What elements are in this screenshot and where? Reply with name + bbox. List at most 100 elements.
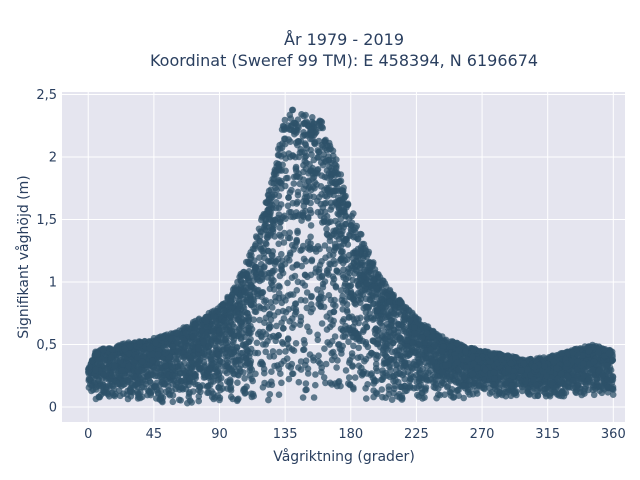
data-point bbox=[266, 285, 274, 293]
data-point bbox=[192, 374, 200, 382]
data-point bbox=[280, 325, 287, 332]
data-point bbox=[314, 336, 322, 344]
data-point bbox=[274, 151, 282, 159]
data-point bbox=[385, 328, 393, 336]
data-point bbox=[294, 138, 302, 145]
data-point bbox=[569, 384, 577, 392]
data-point bbox=[302, 271, 309, 279]
data-point bbox=[246, 291, 254, 299]
data-point bbox=[130, 358, 138, 366]
data-point bbox=[339, 271, 347, 279]
data-point bbox=[398, 321, 406, 329]
data-point bbox=[295, 364, 302, 371]
data-point bbox=[284, 279, 291, 287]
data-point bbox=[553, 364, 560, 372]
data-point bbox=[198, 322, 205, 329]
data-point bbox=[496, 350, 504, 358]
data-point bbox=[550, 358, 558, 366]
data-point bbox=[284, 335, 292, 342]
data-point bbox=[317, 290, 325, 297]
data-point bbox=[249, 245, 257, 253]
data-point bbox=[488, 388, 496, 396]
data-point bbox=[435, 332, 443, 340]
data-point bbox=[149, 351, 157, 358]
data-point bbox=[262, 297, 270, 304]
data-point bbox=[177, 397, 184, 404]
data-point bbox=[301, 340, 308, 347]
data-point bbox=[434, 373, 441, 380]
data-point bbox=[292, 173, 300, 180]
data-point bbox=[233, 368, 241, 375]
data-point bbox=[322, 379, 329, 387]
data-point bbox=[164, 378, 171, 386]
data-point bbox=[344, 268, 352, 276]
data-point bbox=[203, 352, 211, 359]
data-point bbox=[307, 240, 314, 247]
data-point bbox=[372, 360, 380, 368]
data-point bbox=[278, 379, 285, 387]
data-point bbox=[295, 124, 302, 131]
data-point bbox=[302, 182, 309, 189]
data-point bbox=[378, 386, 386, 393]
data-point bbox=[513, 354, 520, 361]
data-point bbox=[263, 240, 270, 248]
data-point bbox=[290, 321, 298, 329]
data-point bbox=[422, 384, 430, 391]
data-point bbox=[590, 391, 598, 399]
data-point bbox=[261, 369, 268, 377]
data-point bbox=[362, 385, 369, 392]
data-point bbox=[249, 377, 256, 385]
data-point bbox=[363, 280, 370, 287]
data-point bbox=[378, 296, 386, 303]
data-point bbox=[296, 211, 303, 218]
data-point bbox=[325, 265, 333, 273]
data-point bbox=[245, 338, 252, 346]
data-point bbox=[257, 243, 264, 251]
data-point bbox=[268, 368, 275, 376]
data-point bbox=[294, 229, 301, 236]
data-point bbox=[330, 275, 338, 283]
data-point bbox=[315, 358, 322, 365]
data-point bbox=[463, 364, 470, 371]
data-point bbox=[275, 192, 283, 200]
data-point bbox=[590, 383, 597, 391]
data-point bbox=[382, 352, 390, 360]
data-point bbox=[223, 356, 231, 364]
data-point bbox=[111, 362, 118, 370]
data-point bbox=[302, 165, 310, 172]
data-point bbox=[271, 266, 278, 274]
data-point bbox=[532, 381, 540, 389]
data-point bbox=[315, 148, 323, 156]
data-point bbox=[353, 277, 361, 285]
data-point bbox=[280, 239, 288, 246]
data-point bbox=[144, 391, 151, 399]
data-point bbox=[372, 269, 379, 277]
data-point bbox=[287, 291, 294, 298]
data-point bbox=[325, 246, 333, 253]
data-point bbox=[534, 392, 542, 400]
data-point bbox=[450, 393, 458, 401]
data-point bbox=[311, 139, 319, 146]
data-point bbox=[397, 383, 404, 391]
data-point bbox=[302, 380, 310, 387]
data-point bbox=[269, 348, 277, 355]
data-point bbox=[302, 258, 310, 265]
data-point bbox=[109, 369, 117, 377]
data-point bbox=[218, 332, 225, 339]
data-point bbox=[314, 331, 321, 339]
data-point bbox=[88, 357, 96, 365]
data-point bbox=[258, 334, 265, 341]
data-point bbox=[227, 378, 234, 385]
data-point bbox=[464, 356, 472, 364]
data-point bbox=[482, 366, 489, 374]
data-point bbox=[205, 389, 212, 396]
data-point bbox=[275, 391, 283, 399]
data-point bbox=[352, 329, 360, 337]
data-point bbox=[189, 333, 197, 340]
data-point bbox=[272, 298, 279, 305]
data-point bbox=[350, 384, 357, 391]
data-point bbox=[210, 334, 217, 341]
data-point bbox=[256, 316, 263, 324]
data-point bbox=[174, 363, 182, 371]
